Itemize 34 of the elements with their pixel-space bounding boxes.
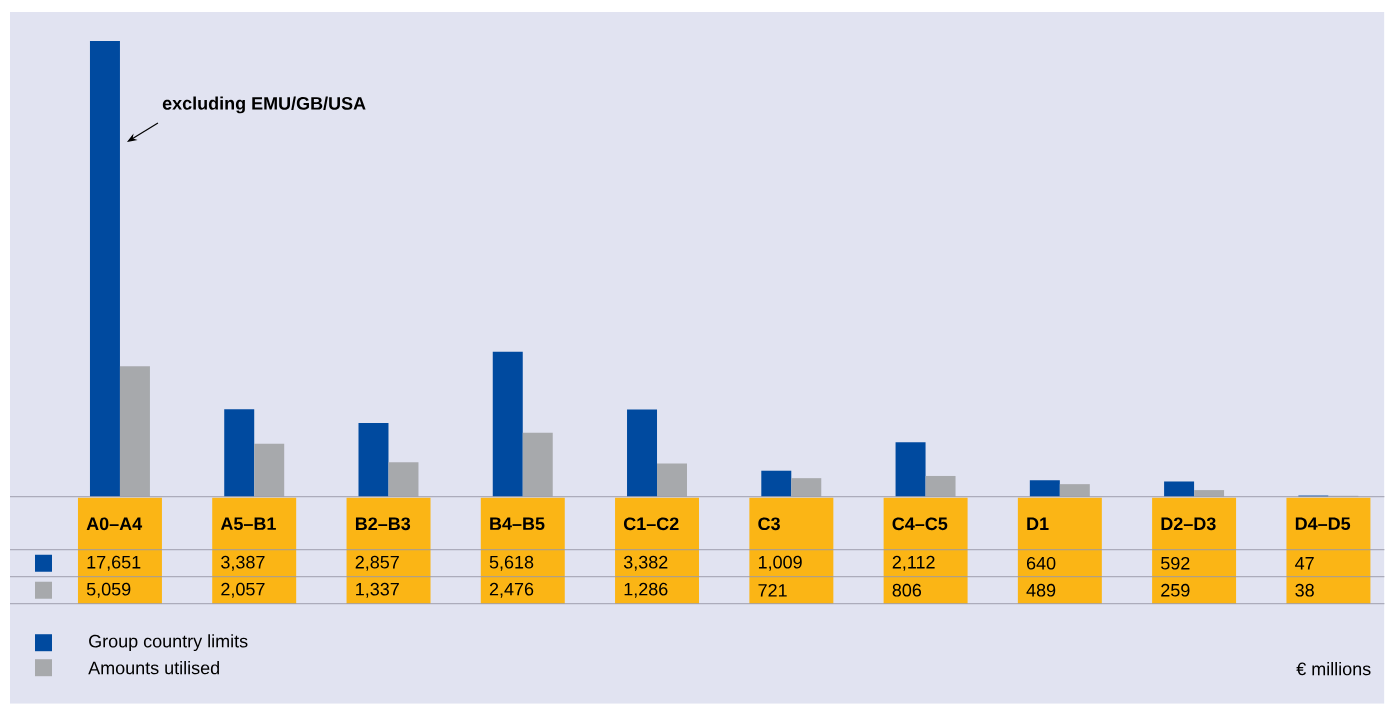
x-tick-label: C1–C2	[623, 517, 679, 531]
data-label: 1,286	[624, 582, 668, 598]
data-label: 592	[1161, 557, 1190, 570]
data-label: 17,651	[87, 555, 141, 571]
annotation: excluding EMU/GB/USA	[162, 96, 366, 114]
text: € millions	[1296, 662, 1371, 676]
x-tick-label: C3	[758, 517, 780, 531]
data-label: 1,337	[356, 582, 399, 598]
data-label: 5,059	[86, 582, 131, 598]
x-tick-label: D4–D5	[1295, 517, 1351, 531]
data-label: 5,618	[489, 555, 534, 571]
data-label: 1,009	[758, 555, 802, 571]
x-tick-label: D1	[1027, 517, 1049, 531]
data-label: 3,382	[623, 555, 668, 571]
data-label: 2,857	[355, 555, 399, 571]
x-tick-label: C4–C5	[892, 517, 948, 531]
data-label: 721	[758, 584, 787, 597]
x-tick-label: D2–D3	[1161, 517, 1216, 531]
data-label: 2,476	[489, 582, 534, 598]
x-tick-label: B4–B5	[490, 517, 545, 531]
legend-label: Amounts utilised	[88, 661, 219, 675]
x-tick-label: B2–B3	[355, 517, 411, 531]
data-label: 3,387	[221, 555, 265, 571]
legend-label: Group country limits	[89, 634, 248, 652]
data-label: 47	[1295, 557, 1314, 570]
data-label: 640	[1026, 557, 1056, 570]
x-tick-label: A0–A4	[86, 517, 143, 531]
data-label: 259	[1161, 584, 1190, 597]
data-label: 2,057	[221, 582, 265, 598]
x-tick-label: A5–B1	[220, 517, 276, 531]
data-label: 2,112	[892, 555, 935, 571]
data-label: 38	[1295, 584, 1314, 597]
data-label: 806	[892, 584, 922, 597]
data-label: 489	[1026, 584, 1056, 597]
